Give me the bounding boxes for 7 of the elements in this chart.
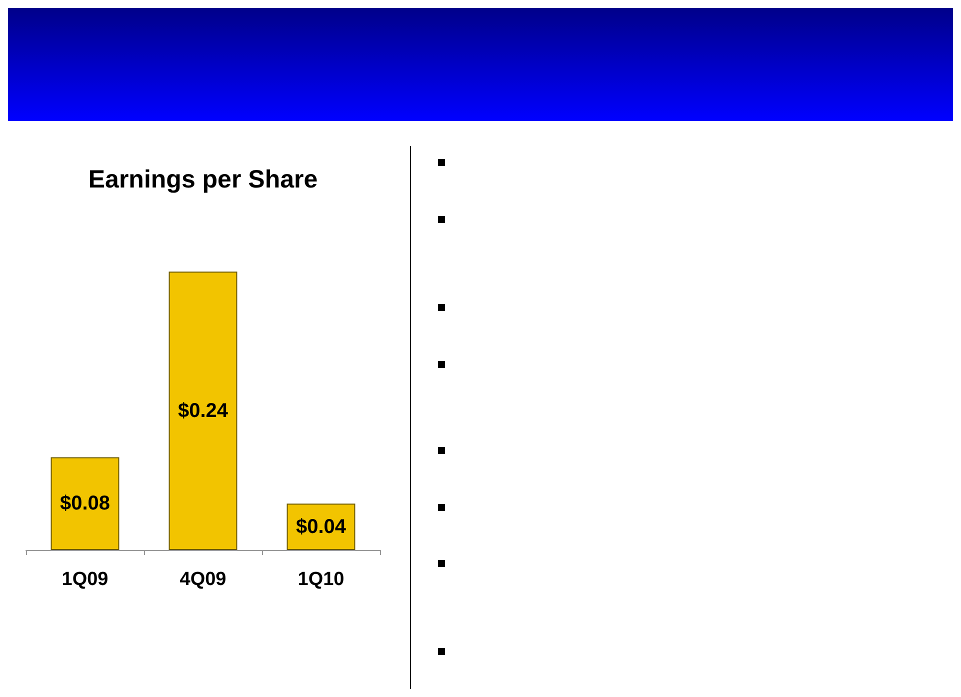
x-tick-label: 1Q09 — [62, 569, 108, 590]
x-tick-label: 1Q10 — [298, 569, 344, 590]
chart-title: Earnings per Share — [88, 166, 318, 194]
data-label: $0.04 — [296, 516, 347, 538]
data-label: $0.24 — [178, 400, 229, 422]
x-tick-label: 4Q09 — [180, 569, 226, 590]
data-label: $0.08 — [60, 492, 110, 515]
